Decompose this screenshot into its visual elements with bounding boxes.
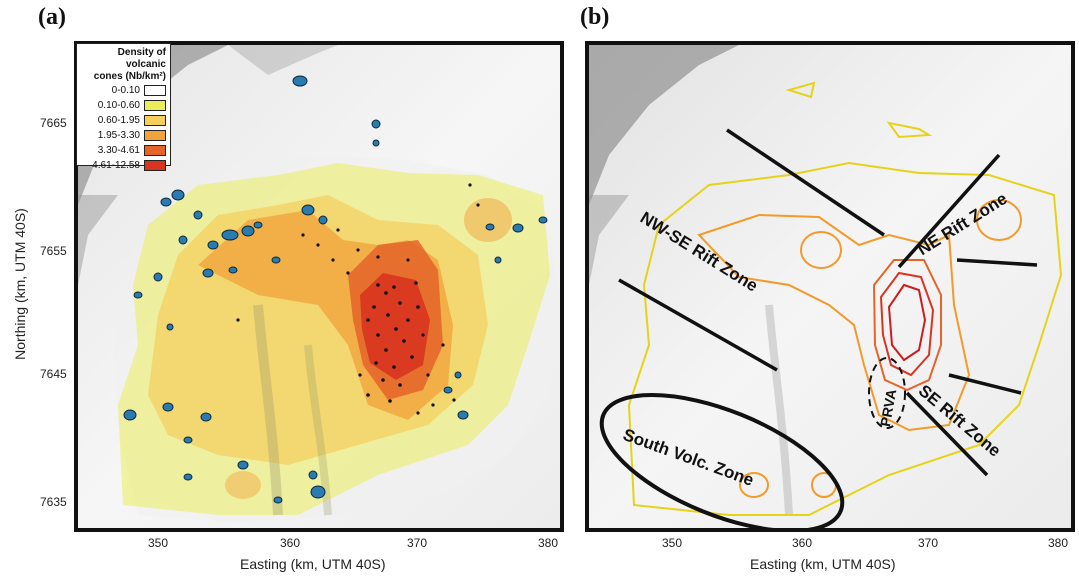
y-tick-label: 7655 — [40, 244, 67, 258]
x-tick-label: 360 — [280, 536, 301, 550]
contour-0.60 — [697, 213, 971, 432]
density-hotspot-south — [225, 471, 261, 499]
panel-b-label: (b) — [580, 4, 610, 30]
legend-range-label: 4.61-12.58 — [92, 160, 140, 171]
legend-range-label: 0.10-0.60 — [97, 100, 140, 111]
legend-row: 0-0.10 — [81, 83, 166, 98]
valley-shading — [765, 304, 793, 516]
panel-a-label: (a) — [38, 4, 66, 30]
map-panel-b: NW-SE Rift Zone NE Rift Zone SE Rift Zon… — [585, 41, 1075, 532]
valley-shading — [253, 304, 283, 516]
legend-swatch — [144, 115, 166, 126]
y-tick-label: 7645 — [40, 367, 67, 381]
x-tick-label: 350 — [662, 536, 683, 550]
prva-outline — [868, 357, 906, 429]
vent-dots — [236, 183, 480, 415]
legend-row: 0.60-1.95 — [81, 113, 166, 128]
contour-0.60-ne — [976, 199, 1022, 241]
y-axis-title: Northing (km, UTM 40S) — [12, 208, 28, 360]
contour-1.95 — [872, 259, 942, 392]
legend-swatch — [144, 160, 166, 171]
x-tick-label: 350 — [148, 536, 169, 550]
cliff-shading-2 — [589, 195, 629, 285]
ridge-shading — [228, 45, 338, 75]
contour-0.10 — [627, 161, 1063, 516]
legend-title-line2: cones (Nb/km²) — [93, 71, 166, 82]
contour-4.61 — [887, 283, 927, 362]
contour-3.30 — [879, 271, 935, 377]
legend-swatch — [144, 145, 166, 156]
valley-shading-2 — [304, 344, 332, 516]
legend-title-line1: Density of volcanic — [117, 47, 166, 70]
contour-0.60-sub — [800, 231, 842, 269]
legend-row: 0.10-0.60 — [81, 98, 166, 113]
legend-range-label: 0.60-1.95 — [97, 115, 140, 126]
x-axis-title-b: Easting (km, UTM 40S) — [750, 556, 896, 572]
ne-rift-boundary-west — [897, 153, 1001, 269]
legend-row: 4.61-12.58 — [81, 158, 166, 173]
south-volc-zone-outline — [599, 393, 845, 528]
legend-row: 1.95-3.30 — [81, 128, 166, 143]
hillshade-base — [589, 45, 1071, 528]
x-tick-label: 380 — [538, 536, 559, 550]
contour-0.10-north — [785, 81, 816, 99]
cliff-shading-2 — [78, 195, 118, 285]
ne-rift-boundary-south — [956, 258, 1038, 267]
contour-0.10-ne — [886, 121, 933, 139]
legend-swatch — [144, 85, 166, 96]
legend-range-label: 0-0.10 — [111, 85, 140, 96]
cliff-shading — [589, 45, 739, 205]
density-4.61-12.58 — [360, 273, 430, 380]
legend-row: 3.30-4.61 — [81, 143, 166, 158]
y-tick-label: 7635 — [40, 495, 67, 509]
x-tick-label: 370 — [407, 536, 428, 550]
rift-zone-map-b — [589, 45, 1071, 528]
legend-swatch — [144, 100, 166, 111]
x-tick-label: 380 — [1048, 536, 1069, 550]
density-hotspot-ne — [464, 198, 512, 242]
legend-swatch — [144, 130, 166, 141]
se-rift-boundary-north — [948, 373, 1022, 395]
density-legend: Density of volcanic cones (Nb/km²) 0-0.1… — [76, 43, 171, 171]
nw-se-rift-boundary-south — [618, 278, 778, 372]
cone-markers-large — [123, 75, 548, 504]
legend-range-label: 1.95-3.30 — [97, 130, 140, 141]
y-tick-label: 7665 — [40, 116, 67, 130]
legend-range-label: 3.30-4.61 — [97, 145, 140, 156]
x-axis-title-a: Easting (km, UTM 40S) — [240, 556, 386, 572]
x-tick-label: 360 — [792, 536, 813, 550]
nw-se-rift-boundary-north — [726, 128, 885, 237]
contour-0.60-south — [739, 472, 769, 498]
se-rift-boundary-south — [905, 391, 989, 477]
x-tick-label: 370 — [918, 536, 939, 550]
